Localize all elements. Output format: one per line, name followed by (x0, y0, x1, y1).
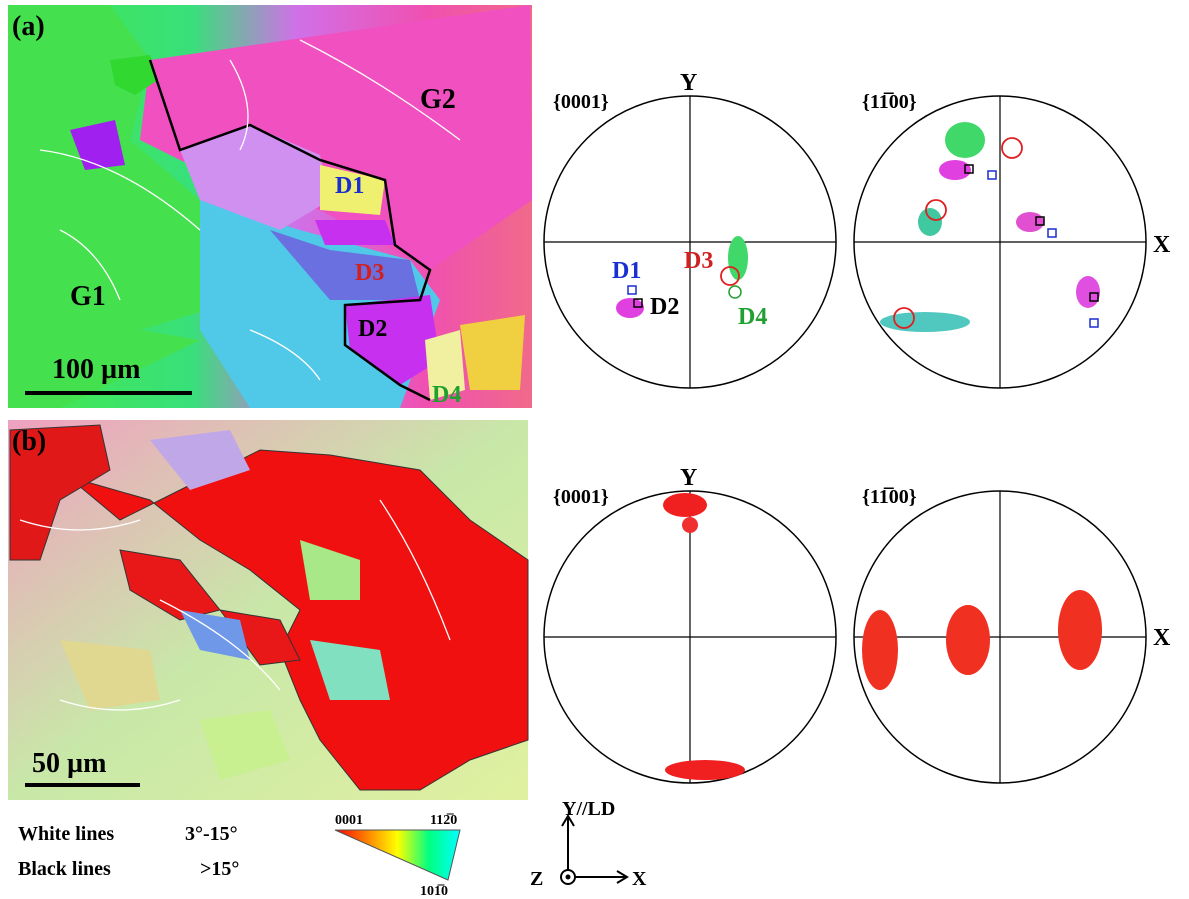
scale-bar-label: 100 µm (52, 354, 140, 385)
legend-range: >15° (200, 858, 239, 880)
ebsd-map-b (8, 420, 529, 800)
twin-label: D2 (650, 294, 679, 320)
twin-label: D4 (738, 304, 767, 330)
twin-label: D2 (358, 316, 387, 342)
axis-label: Y (680, 465, 697, 491)
grain-label: G2 (420, 84, 456, 115)
axis-label: Y (680, 70, 697, 96)
ebsd-map-a (8, 5, 532, 408)
pole-figure (543, 95, 837, 389)
twin-label: D4 (432, 382, 461, 408)
ipf-key-label: 112̅0 (430, 812, 457, 828)
panel-label: (a) (12, 11, 45, 42)
reference-axes (560, 814, 629, 885)
pole-figure-title: {11̅00} (862, 486, 917, 508)
scale-bar-label: 50 µm (32, 748, 106, 779)
axis-label: X (1153, 232, 1171, 258)
legend-label: Black lines (18, 858, 111, 880)
legend-range: 3°-15° (185, 823, 238, 845)
pole-figure-title: {0001} (553, 486, 609, 508)
pole-figure (853, 490, 1147, 784)
twin-label: D1 (612, 258, 641, 284)
axis-label: X (1153, 625, 1171, 651)
legend-label: White lines (18, 823, 114, 845)
panel-label: (b) (12, 426, 46, 457)
pole-figure (543, 490, 837, 784)
twin-label: D3 (355, 260, 384, 286)
pole-figure (853, 95, 1147, 389)
pole-figure-title: {0001} (553, 91, 609, 113)
axis-label: Z (530, 868, 543, 890)
axis-label: X (632, 868, 647, 890)
ipf-key-label: 101̅0 (420, 883, 448, 899)
pole-figure-title: {11̅00} (862, 91, 917, 113)
ipf-key-label: 0001 (335, 813, 363, 828)
twin-label: D1 (335, 173, 364, 199)
grain-label: G1 (70, 281, 106, 312)
ipf-key (334, 829, 461, 881)
twin-label: D3 (684, 248, 713, 274)
axis-label: Y//LD (562, 798, 615, 820)
